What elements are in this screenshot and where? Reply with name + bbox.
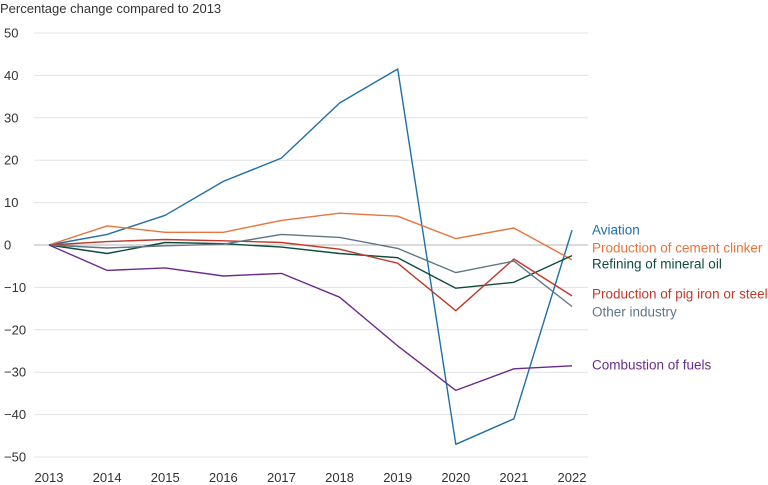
x-tick-label: 2021 — [499, 470, 528, 485]
legend-entry: Production of pig iron or steel — [592, 287, 768, 302]
x-tick-label: 2020 — [441, 470, 470, 485]
legend-entry: Other industry — [592, 305, 677, 320]
legend-entry: Aviation — [592, 223, 640, 238]
x-tick-label: 2022 — [558, 470, 587, 485]
y-tick-label: −50 — [4, 450, 26, 465]
y-tick-label: −10 — [4, 280, 26, 295]
x-tick-label: 2018 — [325, 470, 354, 485]
x-tick-label: 2014 — [93, 470, 122, 485]
y-tick-label: 30 — [4, 110, 18, 125]
y-tick-label: −20 — [4, 322, 26, 337]
series-lines — [48, 68, 573, 445]
y-tick-label: 20 — [4, 153, 18, 168]
x-tick-label: 2015 — [151, 470, 180, 485]
series-line-production-of-pig-iron-or-steel — [48, 238, 573, 312]
legend-entry: Refining of mineral oil — [592, 257, 722, 272]
y-tick-label: 10 — [4, 195, 18, 210]
series-line-other-industry — [48, 233, 573, 308]
x-tick-label: 2016 — [209, 470, 238, 485]
legend: Aviation Production of cement clinkerRefi… — [592, 223, 768, 373]
x-tick-label: 2017 — [267, 470, 296, 485]
series-line-combustion-of-fuels — [48, 244, 573, 392]
legend-entry: Combustion of fuels — [592, 358, 712, 373]
axis-ticks: 50 40 30 20 10 0 −10 −20 −30 −40 −50 2013 2014 2015 20… — [4, 26, 586, 485]
y-axis-label: Percentage change compared to 2013 — [0, 1, 221, 16]
series-line-production-of-cement-clinker — [48, 212, 573, 261]
y-tick-label: 50 — [4, 26, 18, 41]
gridlines — [34, 32, 588, 458]
x-tick-label: 2013 — [35, 470, 64, 485]
y-tick-label: −40 — [4, 407, 26, 422]
y-tick-label: 0 — [4, 238, 11, 253]
series-line-aviation — [48, 68, 573, 445]
y-tick-label: 40 — [4, 68, 18, 83]
y-tick-label: −30 — [4, 365, 26, 380]
legend-entry: Production of cement clinker — [592, 241, 763, 256]
x-tick-label: 2019 — [383, 470, 412, 485]
